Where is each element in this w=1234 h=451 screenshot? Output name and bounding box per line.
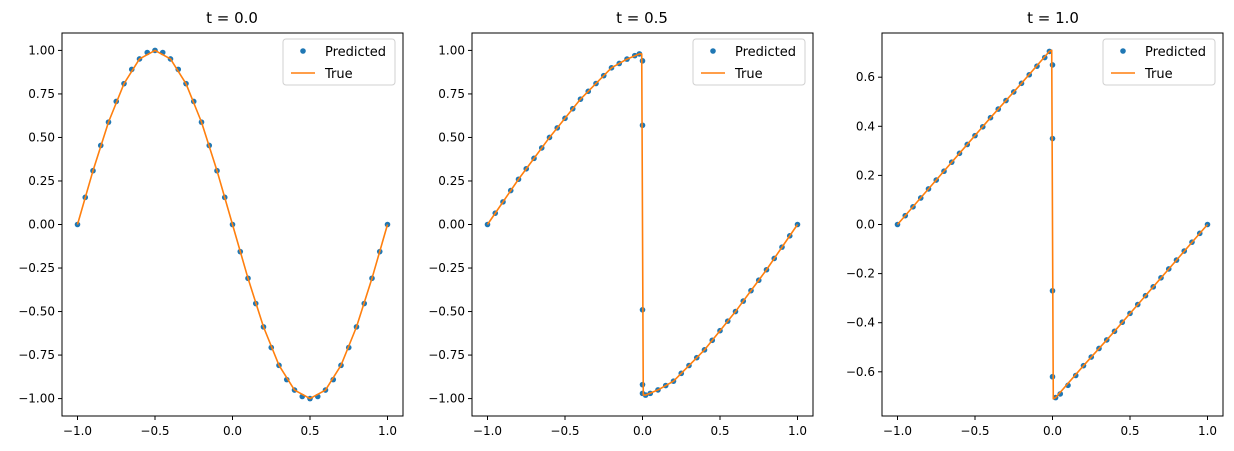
y-tick-label: −1.00 xyxy=(428,392,465,406)
y-tick-label: −0.25 xyxy=(18,261,55,275)
legend-predicted-label: Predicted xyxy=(735,45,796,60)
y-tick-label: −0.25 xyxy=(428,261,465,275)
y-tick-label: 1.00 xyxy=(438,43,465,57)
x-tick-label: 1.0 xyxy=(378,424,397,438)
y-tick-label: 0.50 xyxy=(28,130,55,144)
legend: Predicted True xyxy=(282,38,396,86)
predicted-point xyxy=(1057,391,1064,397)
legend-predicted-label: Predicted xyxy=(325,45,386,60)
y-tick-label: 0.00 xyxy=(28,218,55,232)
subplot-t-0.0: t = 0.0 −1.0 −0.5 0.0 0.5 1.0 1.00 0.75 0.50 0.2… xyxy=(18,9,404,438)
x-tick-label: 0.0 xyxy=(223,424,242,438)
x-tick-label: −1.0 xyxy=(63,424,92,438)
legend-predicted-label: Predicted xyxy=(1145,45,1206,60)
y-tick-label: 1.00 xyxy=(28,43,55,57)
y-tick-label: 0.50 xyxy=(438,130,465,144)
y-tick-label: −0.75 xyxy=(18,348,55,362)
subplot-title: t = 0.5 xyxy=(616,9,668,27)
legend-predicted-marker xyxy=(710,48,716,54)
x-tick-label: 0.0 xyxy=(1043,424,1062,438)
x-tick-label: −1.0 xyxy=(883,424,912,438)
y-tick-label: 0.25 xyxy=(28,174,55,188)
legend-predicted-marker xyxy=(1120,48,1126,54)
legend-true-label: True xyxy=(734,67,763,82)
y-tick-label: −0.75 xyxy=(428,348,465,362)
y-tick-label: −0.50 xyxy=(428,305,465,319)
y-tick-label: 0.6 xyxy=(856,70,875,84)
y-tick-label: 0.75 xyxy=(438,87,465,101)
legend-predicted-marker xyxy=(300,48,306,54)
subplot-title: t = 1.0 xyxy=(1027,9,1079,27)
y-tick-label: −0.50 xyxy=(18,305,55,319)
x-tick-label: 1.0 xyxy=(788,424,807,438)
y-tick-label: 0.4 xyxy=(856,119,875,133)
y-tick-label: −1.00 xyxy=(18,392,55,406)
true-series-line xyxy=(896,49,1209,400)
y-tick-label: −0.2 xyxy=(846,267,875,281)
x-tick-label: 1.0 xyxy=(1198,424,1217,438)
x-tick-label: −1.0 xyxy=(473,424,502,438)
legend: Predicted True xyxy=(1102,38,1216,86)
y-tick-label: −0.4 xyxy=(846,316,875,330)
y-tick-label: 0.75 xyxy=(28,87,55,101)
x-tick-label: −0.5 xyxy=(960,424,989,438)
legend: Predicted True xyxy=(692,38,806,86)
x-tick-label: 0.5 xyxy=(300,424,319,438)
x-tick-label: −0.5 xyxy=(550,424,579,438)
x-tick-label: 0.0 xyxy=(633,424,652,438)
legend-true-label: True xyxy=(324,67,353,82)
x-tick-label: 0.5 xyxy=(1120,424,1139,438)
y-tick-label: −0.6 xyxy=(846,365,875,379)
true-series-line xyxy=(76,49,389,400)
subplot-title: t = 0.0 xyxy=(206,9,258,27)
y-tick-label: 0.0 xyxy=(856,218,875,232)
x-tick-label: −0.5 xyxy=(140,424,169,438)
x-tick-label: 0.5 xyxy=(710,424,729,438)
subplot-t-1.0: t = 1.0 −1.0 −0.5 0.0 0.5 1.0 0.6 0.4 0.2 0.0 −0.… xyxy=(846,9,1224,438)
true-series-line xyxy=(486,53,799,396)
y-tick-label: 0.00 xyxy=(438,218,465,232)
y-tick-label: 0.2 xyxy=(856,168,875,182)
subplot-t-0.5: t = 0.5 −1.0 −0.5 0.0 0.5 1.0 1.00 0.75 0.50 0.2… xyxy=(428,9,814,438)
y-tick-label: 0.25 xyxy=(438,174,465,188)
legend-true-label: True xyxy=(1144,67,1173,82)
